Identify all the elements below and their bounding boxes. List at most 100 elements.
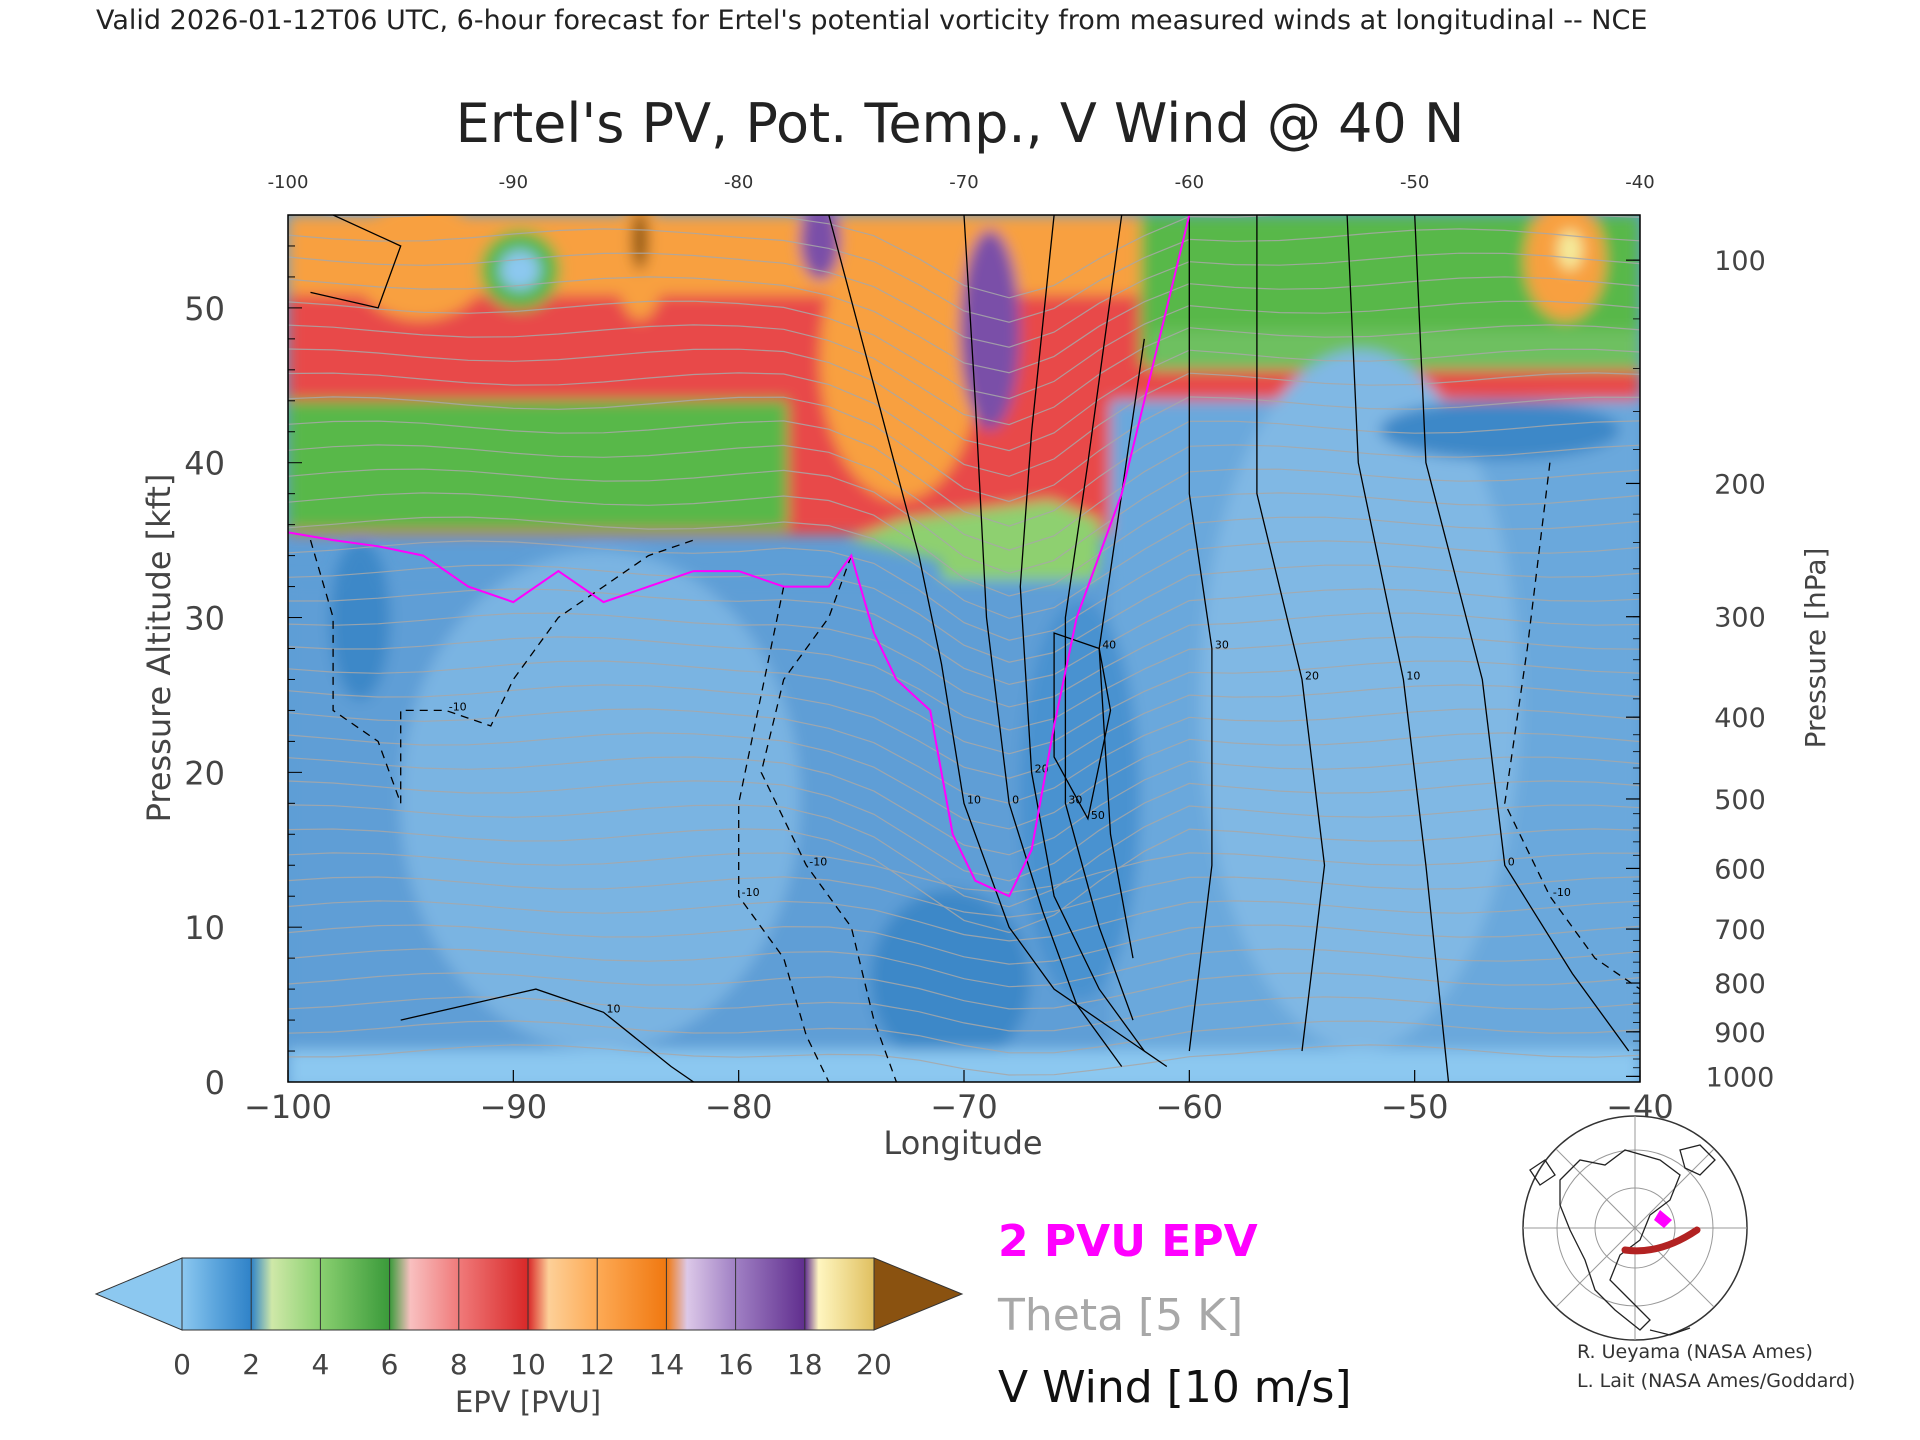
theta-contour <box>288 324 1640 426</box>
legend-theta: Theta [5 K] <box>997 1290 1243 1341</box>
x-tick-label: −50 <box>1381 1088 1449 1126</box>
pressure-tick-label: 400 <box>1714 703 1766 734</box>
theta-contour <box>288 1020 1640 1054</box>
theta-contour <box>288 900 1640 942</box>
x-top-tick-label: -50 <box>1400 172 1429 193</box>
theta-contour <box>288 876 1640 918</box>
theta-contour <box>288 972 1640 1010</box>
v-wind-contour-label: -10 <box>742 886 760 899</box>
theta-contour <box>288 516 1640 619</box>
y-axis-label: Pressure Altitude [kft] <box>140 474 178 823</box>
v-wind-contour <box>828 215 1168 1068</box>
theta-contour <box>288 924 1640 965</box>
theta-contour <box>288 396 1640 503</box>
theta-contours <box>288 215 1640 1076</box>
y-axis: 0 10 20 30 40 50 <box>184 245 302 1102</box>
theta-contour <box>288 708 1640 804</box>
legend-wind: V Wind [10 m/s] <box>998 1362 1352 1413</box>
colorbar-tick-label: 0 <box>173 1348 191 1381</box>
pressure-axis-label: Pressure [hPa] <box>1799 548 1832 749</box>
v-wind-contour-label: 10 <box>967 793 981 806</box>
colorbar-tick-label: 16 <box>718 1348 754 1381</box>
y-tick-label: 20 <box>184 754 225 792</box>
pressure-tick-label: 600 <box>1714 854 1766 885</box>
pressure-tick-label: 1000 <box>1706 1062 1775 1093</box>
theta-contour <box>288 348 1640 452</box>
x-top-tick-label: -70 <box>949 172 978 193</box>
colorbar-min-arrow <box>94 1257 183 1331</box>
theta-contour <box>288 468 1640 574</box>
x-tick-label: −70 <box>930 1088 998 1126</box>
theta-contour <box>288 756 1640 856</box>
theta-contour <box>288 612 1640 708</box>
forecast-point-marker <box>1654 1210 1672 1228</box>
2pvu-contour <box>288 215 1191 898</box>
x-top-tick-label: -40 <box>1625 172 1654 193</box>
theta-contour <box>288 492 1640 597</box>
v-wind-contour-label: 50 <box>1091 809 1105 822</box>
theta-contour <box>288 276 1640 374</box>
locator-map-globe <box>1522 1115 1748 1341</box>
v-wind-contour-label: 20 <box>1305 669 1319 682</box>
colorbar-tick-label: 10 <box>510 1348 546 1381</box>
v-wind-contour-label: -10 <box>809 855 827 868</box>
x-axis-top: -100 -90 -80 -70 -60 -50 -40 <box>268 172 1655 193</box>
theta-contour <box>288 300 1640 400</box>
v-wind-contour-label: 40 <box>1102 639 1116 652</box>
pressure-tick-label: 900 <box>1714 1018 1766 1049</box>
theta-contour <box>288 564 1640 663</box>
v-wind-contour <box>1504 462 1640 990</box>
theta-contour <box>288 948 1640 988</box>
v-wind-contour-label: 0 <box>1508 855 1515 868</box>
y-tick-label: 50 <box>184 290 225 328</box>
v-wind-contour <box>1414 215 1630 1052</box>
theta-contour <box>288 828 1640 934</box>
colorbar-tick-label: 8 <box>450 1348 468 1381</box>
colorbar: 0 2 4 6 8 10 12 14 16 18 20 EPV [PVU] <box>94 1257 964 1419</box>
y-tick-label: 10 <box>184 909 225 947</box>
x-tick-label: −60 <box>1156 1088 1224 1126</box>
v-wind-contour-label: 0 <box>1012 793 1019 806</box>
colorbar-tick-label: 18 <box>787 1348 823 1381</box>
theta-contour <box>288 660 1640 755</box>
theta-contour <box>288 540 1640 641</box>
x-top-tick-label: -100 <box>268 172 309 193</box>
v-wind-contour-label: -10 <box>449 700 467 713</box>
theta-contour <box>288 780 1640 882</box>
legend-pv: 2 PVU EPV <box>998 1216 1258 1267</box>
pressure-tick-label: 200 <box>1714 469 1766 500</box>
colorbar-label: EPV [PVU] <box>455 1385 601 1419</box>
v-wind-contour-label: 10 <box>1406 669 1420 682</box>
v-wind-contour <box>760 555 898 1082</box>
x-tick-label: −90 <box>480 1088 548 1126</box>
v-wind-contour <box>738 586 830 1082</box>
credit-line-2: L. Lait (NASA Ames/Goddard) <box>1577 1370 1855 1392</box>
x-top-tick-label: -60 <box>1175 172 1204 193</box>
colorbar-tick-label: 20 <box>856 1348 892 1381</box>
colorbar-tick-label: 2 <box>242 1348 260 1381</box>
theta-contour <box>288 252 1640 348</box>
v-wind-contour-label: -10 <box>1553 886 1571 899</box>
v-wind-contour <box>1019 215 1145 1052</box>
colorbar-tick-label: 12 <box>579 1348 615 1381</box>
pressure-axis: 100 200 300 400 500 600 700 800 900 1000 <box>1626 246 1774 1093</box>
colorbar-tick-label: 14 <box>649 1348 685 1381</box>
pressure-tick-label: 700 <box>1714 915 1766 946</box>
pressure-tick-label: 800 <box>1714 969 1766 1000</box>
colorbar-tick-label: 4 <box>311 1348 329 1381</box>
v-wind-contour <box>1256 215 1326 1052</box>
theta-contour <box>288 636 1640 731</box>
pressure-tick-label: 300 <box>1714 603 1766 634</box>
x-top-tick-label: -90 <box>499 172 528 193</box>
theta-contour <box>288 444 1640 551</box>
theta-contour <box>288 852 1640 894</box>
theta-contour <box>288 1044 1640 1076</box>
v-wind-contour <box>1053 632 1112 821</box>
x-tick-label: −80 <box>705 1088 773 1126</box>
credit-line-1: R. Ueyama (NASA Ames) <box>1577 1341 1813 1363</box>
cross-section-route <box>1621 1226 1701 1255</box>
theta-contour <box>288 804 1640 908</box>
x-top-tick-label: -80 <box>724 172 753 193</box>
theta-contour <box>288 420 1640 527</box>
